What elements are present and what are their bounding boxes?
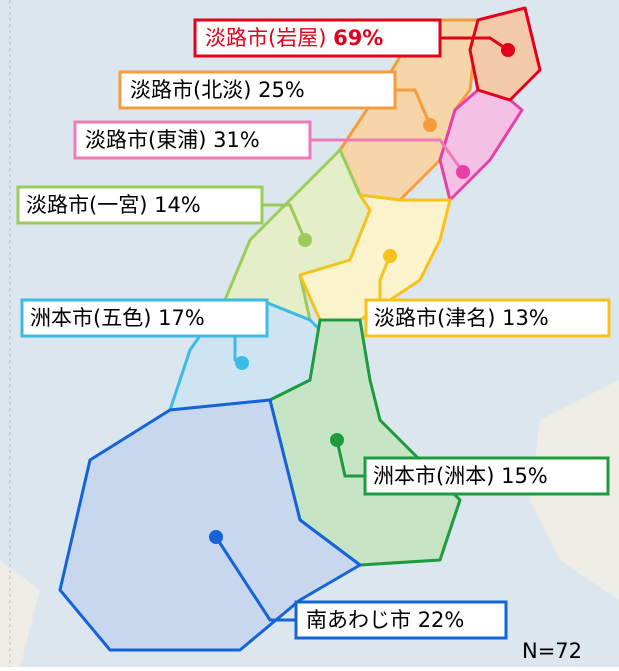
- sample-size: N=72: [522, 639, 582, 663]
- leaders: [209, 36, 515, 622]
- region-minamiawaji: [58, 398, 362, 652]
- label-box: [118, 70, 397, 110]
- region-label: 洲本市(洲本) 15%: [373, 464, 548, 488]
- region-label: 淡路市(東浦) 31%: [85, 128, 260, 152]
- region-sumoto: [268, 318, 462, 567]
- label-box: [294, 600, 508, 640]
- region-label: 淡路市(一宮) 14%: [26, 193, 201, 217]
- region-label: 淡路市(北淡) 25%: [130, 78, 305, 102]
- label-box: [16, 185, 264, 225]
- region-label: 淡路市(岩屋) 69%: [205, 26, 383, 50]
- labels: 淡路市(岩屋) 69% 淡路市(北淡) 25% 淡路市(東浦) 31% 淡路市(…: [16, 18, 611, 663]
- label-box: [363, 456, 610, 496]
- label-box: [20, 298, 269, 338]
- land: [0, 560, 40, 667]
- label-box: [364, 298, 611, 338]
- label-box: [73, 120, 312, 160]
- label-box: [193, 18, 442, 58]
- region-label: 淡路市(津名) 13%: [374, 306, 549, 330]
- region-label: 洲本市(五色) 17%: [30, 306, 205, 330]
- region-label: 南あわじ市 22%: [306, 608, 464, 632]
- regions: [58, 6, 542, 652]
